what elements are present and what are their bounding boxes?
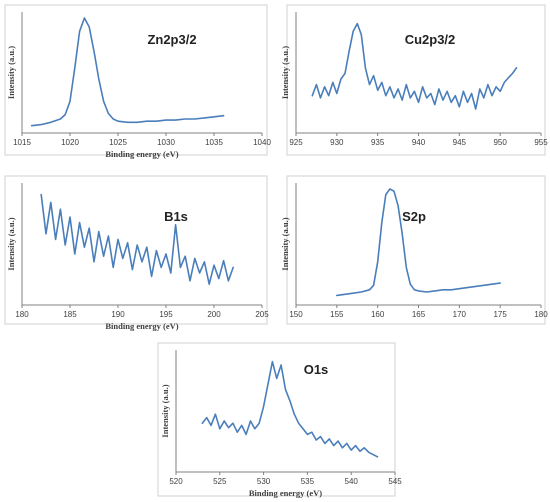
panel-4: 520 525 530 535 540 545 Binding energy (eV) Int… bbox=[157, 342, 402, 498]
x-tick-label: 530 bbox=[257, 477, 271, 486]
x-axis-title: Binding energy (eV) bbox=[249, 488, 322, 498]
panel-frame bbox=[4, 4, 268, 156]
spectrum-line bbox=[311, 22, 518, 110]
panel-frame bbox=[286, 175, 546, 325]
x-tick-label: 150 bbox=[289, 310, 303, 319]
x-tick-label: 950 bbox=[493, 138, 507, 147]
x-tick-label: 195 bbox=[159, 310, 173, 319]
panel-frame bbox=[286, 4, 546, 156]
x-tick-label: 165 bbox=[412, 310, 426, 319]
panel-1: 925 930 935 940 945 950 955 Intensity (a.u.) Cu2… bbox=[280, 4, 548, 156]
x-tick-label: 525 bbox=[213, 477, 227, 486]
spectrum-line bbox=[335, 188, 502, 297]
x-tick-label: 175 bbox=[493, 310, 507, 319]
x-tick-label: 205 bbox=[255, 310, 269, 319]
x-tick-label: 535 bbox=[301, 477, 315, 486]
panel-title: O1s bbox=[304, 362, 329, 377]
y-axis-title: Intensity (a.u.) bbox=[6, 217, 16, 270]
panel-title: Cu2p3/2 bbox=[405, 32, 456, 47]
x-tick-label: 955 bbox=[534, 138, 548, 147]
spectrum-line bbox=[40, 193, 234, 286]
x-tick-label: 540 bbox=[345, 477, 359, 486]
x-tick-label: 155 bbox=[330, 310, 344, 319]
panel-title: B1s bbox=[164, 209, 188, 224]
panel-2: 180 185 190 195 200 205 Binding energy (eV) Int… bbox=[4, 175, 269, 331]
x-tick-label: 200 bbox=[207, 310, 221, 319]
x-tick-label: 1040 bbox=[253, 138, 271, 147]
x-tick-label: 925 bbox=[289, 138, 303, 147]
panel-3: 150 155 160 165 170 175 180 Intensity (a.u.) S2p bbox=[280, 175, 548, 325]
x-tick-label: 520 bbox=[169, 477, 183, 486]
panel-title: Zn2p3/2 bbox=[147, 32, 196, 47]
x-tick-label: 945 bbox=[453, 138, 467, 147]
panel-0: 1015 1020 1025 1030 1035 1040 Binding energy (… bbox=[4, 4, 271, 159]
x-tick-label: 1020 bbox=[61, 138, 79, 147]
x-tick-label: 160 bbox=[371, 310, 385, 319]
x-axis-title: Binding energy (eV) bbox=[105, 321, 178, 331]
x-tick-label: 1030 bbox=[157, 138, 175, 147]
panel-title: S2p bbox=[402, 209, 426, 224]
x-tick-label: 1025 bbox=[109, 138, 127, 147]
y-axis-title: Intensity (a.u.) bbox=[280, 46, 290, 99]
x-tick-label: 1035 bbox=[205, 138, 223, 147]
spectrum-line bbox=[30, 17, 225, 127]
x-tick-label: 940 bbox=[412, 138, 426, 147]
x-tick-label: 180 bbox=[15, 310, 29, 319]
x-tick-label: 170 bbox=[453, 310, 467, 319]
x-tick-label: 190 bbox=[111, 310, 125, 319]
y-axis-title: Intensity (a.u.) bbox=[160, 384, 170, 437]
x-tick-label: 1015 bbox=[13, 138, 31, 147]
x-tick-label: 930 bbox=[330, 138, 344, 147]
x-axis-title: Binding energy (eV) bbox=[105, 149, 178, 159]
x-tick-label: 935 bbox=[371, 138, 385, 147]
y-axis-title: Intensity (a.u.) bbox=[6, 46, 16, 99]
y-axis-title: Intensity (a.u.) bbox=[280, 217, 290, 270]
x-tick-label: 185 bbox=[63, 310, 77, 319]
x-tick-label: 545 bbox=[388, 477, 402, 486]
panel-frame bbox=[157, 342, 396, 497]
x-tick-label: 180 bbox=[534, 310, 548, 319]
spectrum-line bbox=[201, 360, 379, 458]
